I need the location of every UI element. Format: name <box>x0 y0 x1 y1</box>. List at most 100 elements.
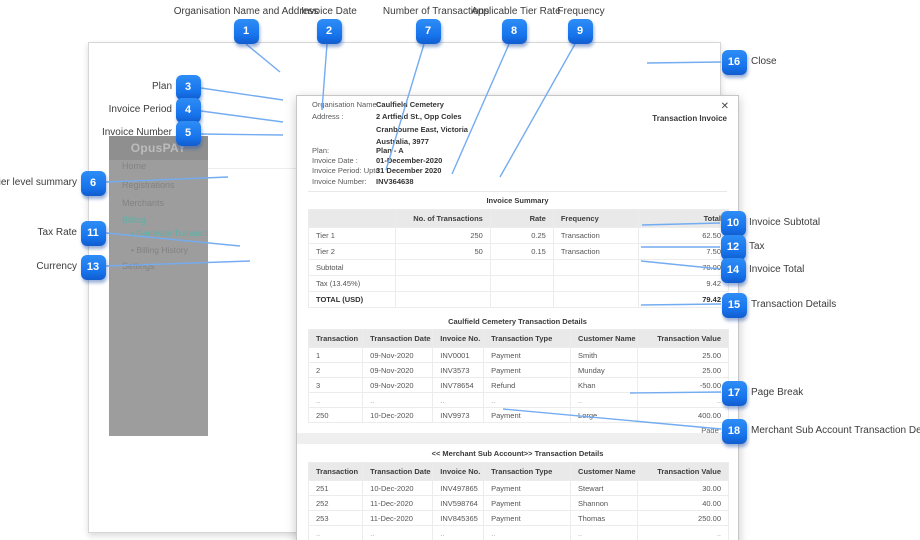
sidebar-item-merchants[interactable]: Merchants <box>122 198 165 208</box>
table-cell: -50.00 <box>637 377 729 393</box>
column-header-transaction-date: Transaction Date <box>362 462 434 481</box>
table-row: 250 10-Dec-2020 INV9973 Payment Lorge 400.00 <box>307 407 729 423</box>
column-header-transaction-value: Transaction Value <box>637 462 729 481</box>
table-cell: .. <box>483 525 572 540</box>
address-label: Address : <box>312 112 344 121</box>
callout-badge-2: 2 <box>316 18 342 44</box>
table-cell: Tier 1 <box>308 227 396 244</box>
callout-badge-13: 13 <box>80 254 106 280</box>
sidebar-item-home[interactable]: Home <box>122 161 147 171</box>
sidebar-item-generate-transaction-inv[interactable]: • Generate Transaction Inv <box>131 228 208 238</box>
table-cell: 25.00 <box>637 362 729 378</box>
table-cell: INV78654 <box>432 377 485 393</box>
table-cell <box>552 291 639 308</box>
page-break-strip <box>297 433 738 444</box>
table-cell: .. <box>637 392 729 408</box>
callout-badge-5: 5 <box>175 120 201 146</box>
sidebar-item-registrations[interactable]: Registrations <box>122 180 175 190</box>
callout-label-invoice-number: Invoice Number <box>101 127 172 138</box>
table-cell: 79.42 <box>637 291 730 308</box>
table-cell: Khan <box>570 377 639 393</box>
table-cell: .. <box>432 392 485 408</box>
table-cell: 7.50 <box>637 243 730 260</box>
table-header-row: Transaction Transaction Date Invoice No. Tr… <box>307 462 729 481</box>
table-cell: Subtotal <box>308 259 396 276</box>
table-cell: .. <box>362 392 434 408</box>
brand-logo: OpusPAY <box>109 136 208 160</box>
callout-label-invoice-subtotal: Invoice Subtotal <box>749 217 821 228</box>
callout-badge-17: 17 <box>721 380 747 406</box>
sub-account-heading: << Merchant Sub Account>> Transaction De… <box>431 449 604 458</box>
callout-label-tier-level-summary: Tier level summary <box>0 177 77 188</box>
table-cell: Payment <box>483 480 572 496</box>
table-row: TOTAL (USD) 79.42 <box>308 291 730 308</box>
invoice-period-upto-label: Invoice Period: Upto <box>312 166 380 175</box>
table-cell: Tax (13.45%) <box>308 275 396 292</box>
table-cell: Payment <box>483 347 572 363</box>
sidebar-item-settings[interactable]: Settings <box>122 261 155 271</box>
table-row: 2 09-Nov-2020 INV3573 Payment Munday 25.00 <box>307 362 729 378</box>
table-cell: 253 <box>307 510 364 526</box>
table-cell: 09-Nov-2020 <box>362 347 434 363</box>
table-cell: TOTAL (USD) <box>308 291 396 308</box>
callout-label-tax-rate: Tax Rate <box>37 227 77 238</box>
invoice-number-value: INV364638 <box>376 177 414 186</box>
table-cell: Transaction <box>552 227 639 244</box>
table-cell: INV9973 <box>432 407 485 423</box>
callout-badge-15: 15 <box>721 292 747 318</box>
callout-badge-12: 12 <box>720 234 746 260</box>
table-cell: 9.42 <box>637 275 730 292</box>
callout-badge-3: 3 <box>175 74 201 100</box>
callout-label-applicable-tier-rate: Applicable Tier Rate <box>471 6 561 17</box>
address-line-3: Australia, 3977 <box>376 137 429 146</box>
callout-label-plan: Plan <box>151 81 172 92</box>
table-cell: 10-Dec-2020 <box>362 407 434 423</box>
column-header-transaction-type: Transaction Type <box>483 462 572 481</box>
callout-label-transaction-details: Transaction Details <box>751 299 837 310</box>
column-header-transaction-date: Transaction Date <box>362 329 434 348</box>
table-cell <box>489 259 554 276</box>
table-cell <box>489 291 554 308</box>
callout-label-number-of-transactions: Number of Transactions <box>382 6 490 17</box>
table-cell: 70.00 <box>637 259 730 276</box>
callout-label-frequency: Frequency <box>557 6 605 17</box>
callout-label-invoice-date: Invoice Date <box>301 6 357 17</box>
callout-label-page-break: Page Break <box>751 387 804 398</box>
table-cell: 250.00 <box>637 510 729 526</box>
callout-badge-11: 11 <box>80 220 106 246</box>
table-cell: Payment <box>483 510 572 526</box>
table-cell: 62.50 <box>637 227 730 244</box>
column-header-customer-name: Customer Name <box>570 329 639 348</box>
header-separator <box>308 191 727 192</box>
column-header-transaction: Transaction <box>307 462 364 481</box>
table-cell: 0.15 <box>489 243 554 260</box>
table-cell: Stewart <box>570 480 639 496</box>
column-header-invoice-no: Invoice No. <box>432 329 485 348</box>
close-icon[interactable]: ✕ <box>720 101 729 112</box>
table-row: 253 11-Dec-2020 INV845365 Payment Thomas 250.… <box>307 510 729 526</box>
sub-account-table: Transaction Transaction Date Invoice No. Tr… <box>307 462 729 540</box>
table-cell: .. <box>570 392 639 408</box>
callout-badge-9: 9 <box>567 18 593 44</box>
address-line-1: 2 Artfield St., Opp Coles <box>376 112 462 121</box>
callout-label-tax: Tax <box>749 241 765 252</box>
table-cell: Lorge <box>570 407 639 423</box>
column-header-transaction: Transaction <box>307 329 364 348</box>
transaction-details-heading: Caulfield Cemetery Transaction Details <box>448 317 587 326</box>
sidebar-item-billing[interactable]: Billing <box>122 215 147 225</box>
table-cell: .. <box>570 525 639 540</box>
table-cell: .. <box>432 525 485 540</box>
sidebar-item-billing-history[interactable]: • Billing History <box>131 245 188 255</box>
table-row: ............ <box>307 525 729 540</box>
table-row: 251 10-Dec-2020 INV497865 Payment Stewart 30.… <box>307 480 729 496</box>
table-cell <box>394 291 491 308</box>
table-cell: INV598764 <box>432 495 485 511</box>
table-cell: INV845365 <box>432 510 485 526</box>
table-cell: 10-Dec-2020 <box>362 480 434 496</box>
table-cell: Payment <box>483 495 572 511</box>
table-cell: .. <box>483 392 572 408</box>
transaction-details-table: Transaction Transaction Date Invoice No. Tr… <box>307 329 729 423</box>
invoice-date-value: 01-December-2020 <box>376 156 443 165</box>
document-card: › OpusPAY HomeRegistrationsMerchantsBill… <box>88 42 739 540</box>
org-name-value: Caulfield Cemetery <box>376 100 444 109</box>
